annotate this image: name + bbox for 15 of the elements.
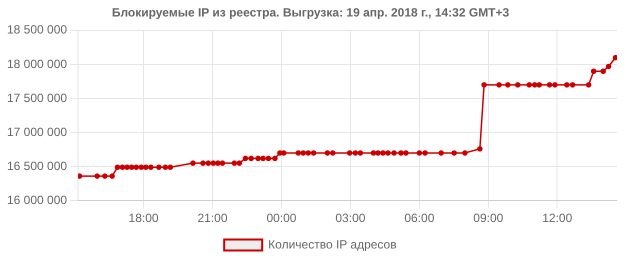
chart-title: Блокируемые IP из реестра. Выгрузка: 19 апр. 2018 г., 14:32 GMT+3 [112,6,510,20]
x-tick-label: 03:00 [335,211,366,226]
y-tick-label: 17 000 000 [6,124,68,139]
y-tick-label: 16 000 000 [6,192,68,207]
x-tick-label: 06:00 [404,211,435,226]
x-tick-label: 18:00 [128,211,159,226]
x-tick-label: 00:00 [266,211,297,226]
y-tick-label: 18 000 000 [6,56,68,71]
y-tick-label: 17 500 000 [6,90,68,105]
x-tick-label: 21:00 [197,211,228,226]
y-tick-label: 16 500 000 [6,158,68,173]
x-tick-label: 09:00 [473,211,504,226]
x-tick-label: 12:00 [542,211,573,226]
legend-label: Количество IP адресов [268,237,397,252]
y-tick-label: 18 500 000 [6,22,68,37]
